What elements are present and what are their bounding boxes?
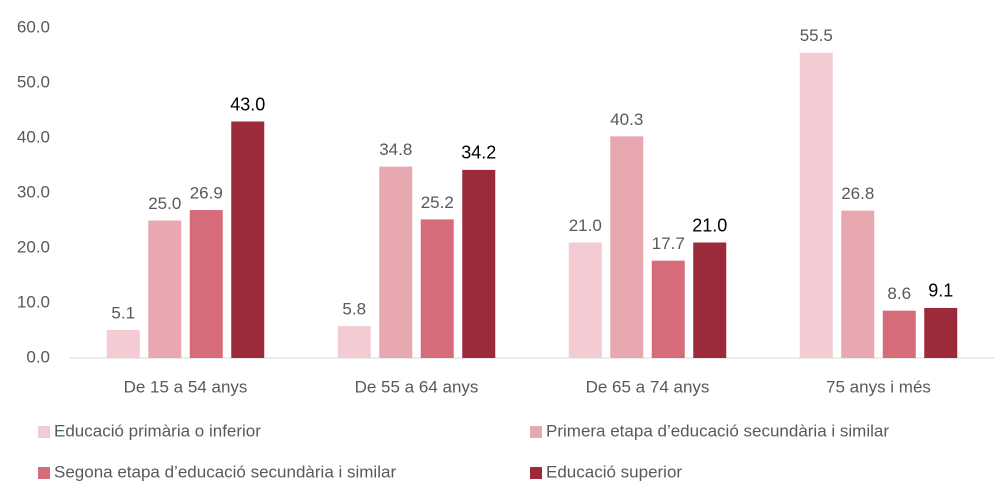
bar <box>379 166 413 358</box>
y-tick-label: 0.0 <box>26 347 50 366</box>
data-label: 25.2 <box>421 193 454 212</box>
x-tick-label: 75 anys i més <box>826 377 931 396</box>
legend-swatch <box>530 426 542 438</box>
bar <box>693 242 727 358</box>
data-label: 5.1 <box>111 303 135 322</box>
bar <box>610 136 644 358</box>
legend-label: Educació superior <box>546 462 682 481</box>
bar <box>799 52 833 358</box>
bar <box>148 220 182 358</box>
x-tick-label: De 55 a 64 anys <box>355 377 479 396</box>
legend-swatch <box>530 467 542 479</box>
bar <box>462 169 496 358</box>
bar <box>106 329 140 358</box>
data-label: 43.0 <box>230 94 265 114</box>
data-label: 17.7 <box>652 234 685 253</box>
bar <box>337 326 371 358</box>
bar <box>420 219 454 358</box>
x-tick-label: De 65 a 74 anys <box>586 377 710 396</box>
bar <box>651 260 685 358</box>
data-label: 21.0 <box>692 215 727 235</box>
data-label: 55.5 <box>800 26 833 45</box>
bar <box>231 121 265 358</box>
bar <box>841 210 875 358</box>
legend-label: Educació primària o inferior <box>54 421 261 440</box>
data-label: 5.8 <box>342 300 366 319</box>
y-tick-label: 30.0 <box>17 182 50 201</box>
bar <box>568 242 602 358</box>
y-tick-label: 40.0 <box>17 127 50 146</box>
legend-swatch <box>38 467 50 479</box>
data-label: 34.2 <box>461 143 496 163</box>
data-label: 26.9 <box>190 184 223 203</box>
data-label: 26.8 <box>841 184 874 203</box>
y-tick-label: 60.0 <box>17 17 50 36</box>
data-label: 8.6 <box>887 284 911 303</box>
legend-label: Segona etapa d’educació secundària i sim… <box>54 462 396 481</box>
legend-label: Primera etapa d’educació secundària i si… <box>546 421 889 440</box>
data-label: 9.1 <box>928 281 953 301</box>
data-label: 25.0 <box>148 194 181 213</box>
bar <box>924 307 958 358</box>
x-tick-label: De 15 a 54 anys <box>124 377 248 396</box>
data-label: 40.3 <box>610 110 643 129</box>
y-tick-label: 50.0 <box>17 72 50 91</box>
y-tick-label: 20.0 <box>17 237 50 256</box>
y-tick-label: 10.0 <box>17 292 50 311</box>
legend-swatch <box>38 426 50 438</box>
bar <box>882 310 916 358</box>
bar <box>189 210 223 358</box>
data-label: 21.0 <box>569 216 602 235</box>
data-label: 34.8 <box>379 140 412 159</box>
